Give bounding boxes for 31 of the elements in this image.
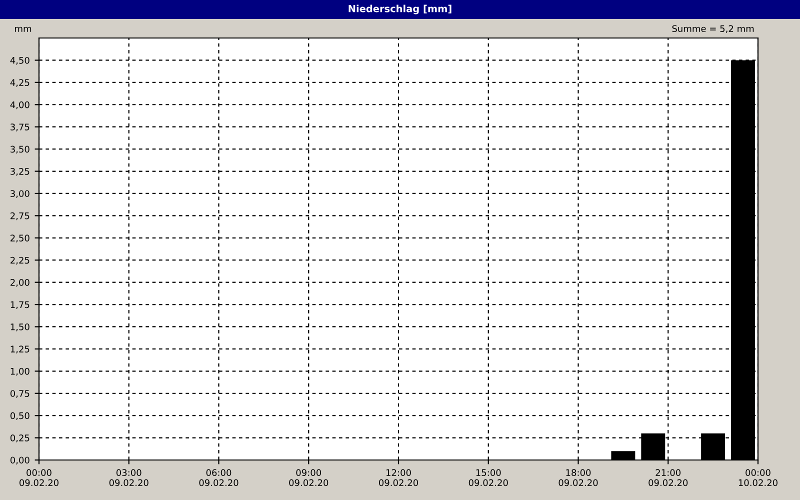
chart-title: Niederschlag [mm] [348,4,452,14]
y-tick-label: 2,75 [10,212,30,220]
x-tick-label: 21:00 09.02.20 [648,469,688,486]
y-tick-label: 1,25 [10,346,30,354]
x-tick-label: 15:00 09.02.20 [468,469,508,486]
y-tick-label: 0,00 [10,456,30,464]
y-tick-label: 1,50 [10,323,30,332]
y-tick-label: 3,50 [10,146,30,154]
y-tick-label: 0,50 [10,412,30,420]
x-tick-label: 03:00 09.02.20 [109,469,148,486]
y-tick-label: 3,75 [10,124,30,132]
y-tick-label: 2,25 [10,256,30,265]
y-tick-label: 4,25 [10,79,30,87]
text: Summe = 5,2 mm [672,25,754,33]
x-tick-label: 00:00 10.02.20 [738,469,778,486]
x-tick-label: 06:00 09.02.20 [199,469,238,486]
y-tick-label: 3,00 [10,190,30,198]
y-tick-label: 0,75 [10,390,30,398]
x-tick-label: 09:00 09.02.20 [289,469,328,486]
y-tick-label: 3,25 [10,168,30,176]
x-tick-label: 12:00 09.02.20 [378,469,418,486]
y-tick-label: 1,75 [10,301,30,310]
x-tick-label: 00:00 09.02.20 [19,469,58,486]
y-tick-label: 1,00 [10,368,30,376]
y-tick-label: 0,25 [10,434,30,442]
y-tick-label: 4,50 [10,56,30,65]
x-tick-label: 18:00 09.02.20 [558,469,598,486]
y-tick-label: 2,00 [10,279,30,287]
y-axis-title: mm [15,26,32,32]
y-tick-label: 4,00 [10,101,30,110]
y-tick-label: 2,50 [10,234,30,242]
